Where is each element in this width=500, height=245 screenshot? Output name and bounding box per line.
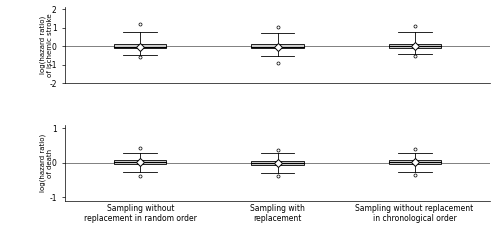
Bar bbox=[252, 44, 304, 49]
Y-axis label: log(hazard ratio)
of death: log(hazard ratio) of death bbox=[40, 134, 53, 192]
Y-axis label: log(hazard ratio)
of ischemic stroke: log(hazard ratio) of ischemic stroke bbox=[40, 13, 53, 77]
Bar bbox=[114, 44, 166, 48]
Bar bbox=[388, 160, 440, 164]
Bar bbox=[252, 160, 304, 165]
Bar bbox=[388, 44, 440, 48]
Bar bbox=[114, 160, 166, 164]
